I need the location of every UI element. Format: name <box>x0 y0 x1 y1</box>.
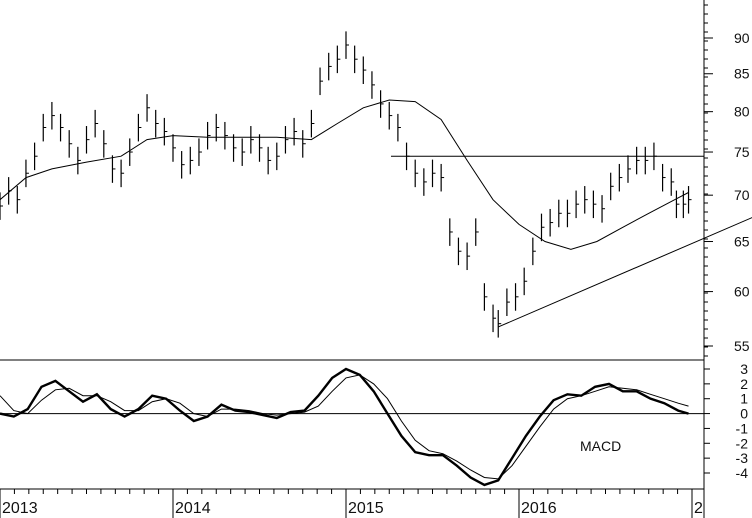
y-tick-label: 65 <box>734 234 750 250</box>
x-tick-label: 2015 <box>348 500 384 517</box>
y-tick-label: 75 <box>734 144 750 160</box>
macd-panel <box>0 367 704 487</box>
y-tick-label: 90 <box>734 30 750 46</box>
y-tick-label: 70 <box>734 187 750 203</box>
y-tick-label: 55 <box>734 338 750 354</box>
macd-y-tick-label: 2 <box>740 376 748 392</box>
x-tick-label: 2016 <box>521 500 557 517</box>
macd-y-tick-label: -4 <box>736 465 749 481</box>
macd-label: MACD <box>580 438 621 454</box>
macd-y-tick-label: 0 <box>740 406 748 422</box>
macd-y-tick-label: -1 <box>736 420 749 436</box>
macd-y-tick-label: 1 <box>740 391 748 407</box>
x-tick-label: 2014 <box>175 500 211 517</box>
x-tick-label: 2 <box>694 500 703 517</box>
y-tick-label: 60 <box>734 284 750 300</box>
macd-y-tick-label: -3 <box>736 450 749 466</box>
y-tick-label: 80 <box>734 104 750 120</box>
macd-signal-line <box>0 374 689 480</box>
macd-y-tick-label: -2 <box>736 435 749 451</box>
y-tick-label: 85 <box>734 66 750 82</box>
x-tick-label: 2013 <box>2 500 38 517</box>
trend-line <box>498 217 752 328</box>
price-panel <box>0 31 752 338</box>
moving-average-line <box>0 99 689 250</box>
macd-line <box>0 367 689 487</box>
macd-y-tick-label: 3 <box>740 361 748 377</box>
